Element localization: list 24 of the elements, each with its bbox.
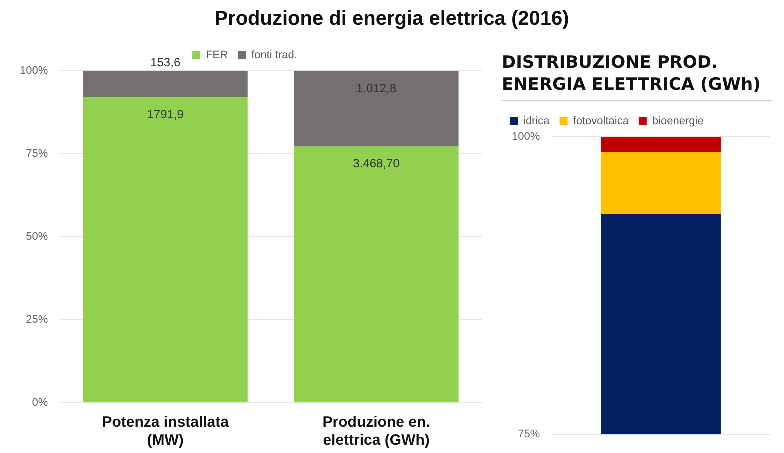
- y-tick-label: 25%: [26, 314, 48, 326]
- x-tick-label: Potenza installata (MW): [102, 414, 230, 450]
- y-tick-label: 50%: [26, 231, 48, 244]
- bar: [83, 97, 248, 402]
- y-tick-label: 100%: [20, 65, 48, 78]
- bar: [294, 146, 459, 402]
- bar: [294, 71, 459, 146]
- annotation: 3.468,70: [353, 156, 400, 170]
- bar: [83, 71, 248, 98]
- annotation: 1.012,8: [356, 81, 397, 96]
- y-tick-label: 75%: [26, 148, 48, 160]
- y-tick-label: 100%: [512, 131, 540, 144]
- x-tick-label: Produzione en. elettrica (GWh): [322, 414, 430, 450]
- annotation: 153,6: [150, 55, 181, 70]
- chart-title: DISTRIBUZIONE PROD. ENERGIA ELETTRICA (GWh): [502, 52, 772, 101]
- y-tick-label: 75%: [518, 428, 540, 440]
- legend-label: fotovoltaica: [573, 116, 630, 128]
- legend-label: idrica: [524, 116, 551, 128]
- legend-label: bioenergie: [652, 116, 704, 128]
- chart-title: Produzione di energia elettrica (2016): [214, 8, 570, 31]
- legend-label: FER: [206, 50, 228, 62]
- annotation: 1791,9: [147, 108, 184, 122]
- legend-label: fonti trad.: [252, 50, 298, 62]
- y-tick-label: 0%: [32, 397, 48, 410]
